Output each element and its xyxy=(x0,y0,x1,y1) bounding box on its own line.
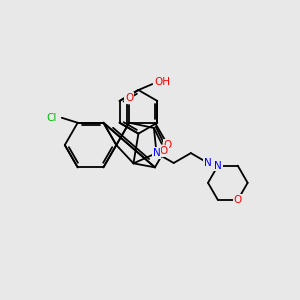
Text: N: N xyxy=(153,148,160,158)
Text: O: O xyxy=(234,195,242,205)
Text: N: N xyxy=(214,161,222,171)
Text: Cl: Cl xyxy=(46,113,57,123)
Text: OH: OH xyxy=(154,77,170,87)
Text: O: O xyxy=(164,140,172,150)
Text: O: O xyxy=(125,93,133,103)
Text: N: N xyxy=(204,158,212,168)
Text: O: O xyxy=(160,146,168,156)
